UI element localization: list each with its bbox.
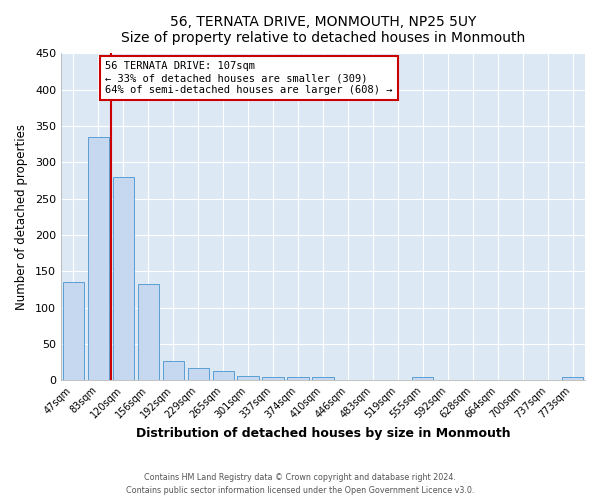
- Bar: [63, 282, 84, 380]
- Text: 56 TERNATA DRIVE: 107sqm
← 33% of detached houses are smaller (309)
64% of semi-: 56 TERNATA DRIVE: 107sqm ← 33% of detach…: [106, 62, 393, 94]
- Bar: [238, 376, 259, 380]
- Title: 56, TERNATA DRIVE, MONMOUTH, NP25 5UY
Size of property relative to detached hous: 56, TERNATA DRIVE, MONMOUTH, NP25 5UY Si…: [121, 15, 525, 45]
- Bar: [412, 378, 433, 380]
- Bar: [262, 376, 284, 380]
- Bar: [88, 137, 109, 380]
- Text: Contains HM Land Registry data © Crown copyright and database right 2024.
Contai: Contains HM Land Registry data © Crown c…: [126, 474, 474, 495]
- Bar: [287, 376, 308, 380]
- Bar: [137, 284, 159, 380]
- X-axis label: Distribution of detached houses by size in Monmouth: Distribution of detached houses by size …: [136, 427, 510, 440]
- Bar: [562, 378, 583, 380]
- Bar: [313, 378, 334, 380]
- Bar: [212, 372, 234, 380]
- Bar: [113, 177, 134, 380]
- Bar: [188, 368, 209, 380]
- Bar: [163, 360, 184, 380]
- Y-axis label: Number of detached properties: Number of detached properties: [15, 124, 28, 310]
